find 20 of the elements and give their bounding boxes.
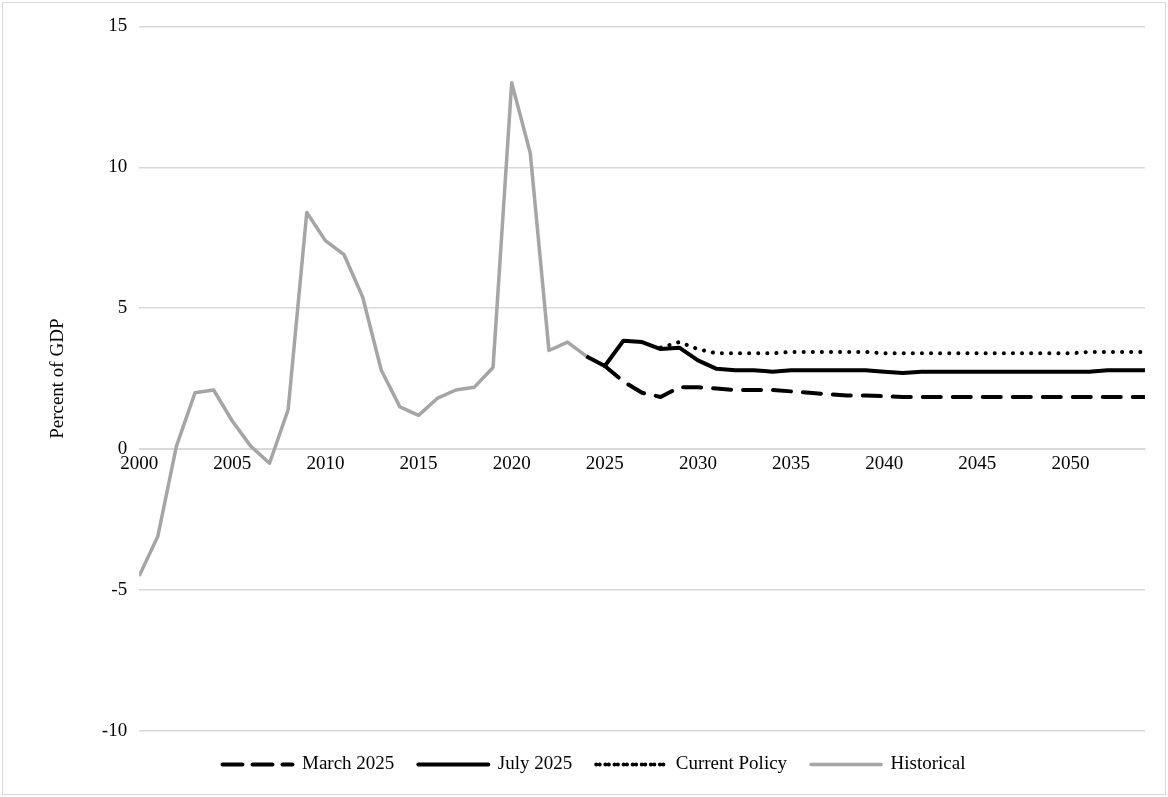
x-tick-label: 2005 — [213, 451, 252, 473]
x-tick-label: 2045 — [958, 451, 997, 473]
x-tick-label: 2025 — [585, 451, 624, 473]
y-axis-title: Percent of GDP — [46, 318, 68, 439]
y-tick-label: 5 — [117, 296, 128, 318]
x-tick-label: 2010 — [306, 451, 345, 473]
y-tick-label: 10 — [108, 155, 128, 177]
legend-label: Historical — [890, 752, 966, 774]
y-tick-label: -5 — [111, 578, 128, 600]
legend-label: Current Policy — [675, 752, 788, 774]
y-tick-label: -10 — [101, 718, 128, 740]
x-tick-label: 2030 — [678, 451, 717, 473]
legend-label: March 2025 — [301, 752, 395, 774]
x-tick-label: 2040 — [865, 451, 904, 473]
x-tick-label: 2020 — [492, 451, 531, 473]
y-tick-label: 15 — [108, 14, 128, 36]
x-tick-label: 2035 — [772, 451, 811, 473]
x-tick-label: 2015 — [399, 451, 438, 473]
legend-label: July 2025 — [497, 752, 573, 774]
x-tick-label: 2050 — [1051, 451, 1090, 473]
